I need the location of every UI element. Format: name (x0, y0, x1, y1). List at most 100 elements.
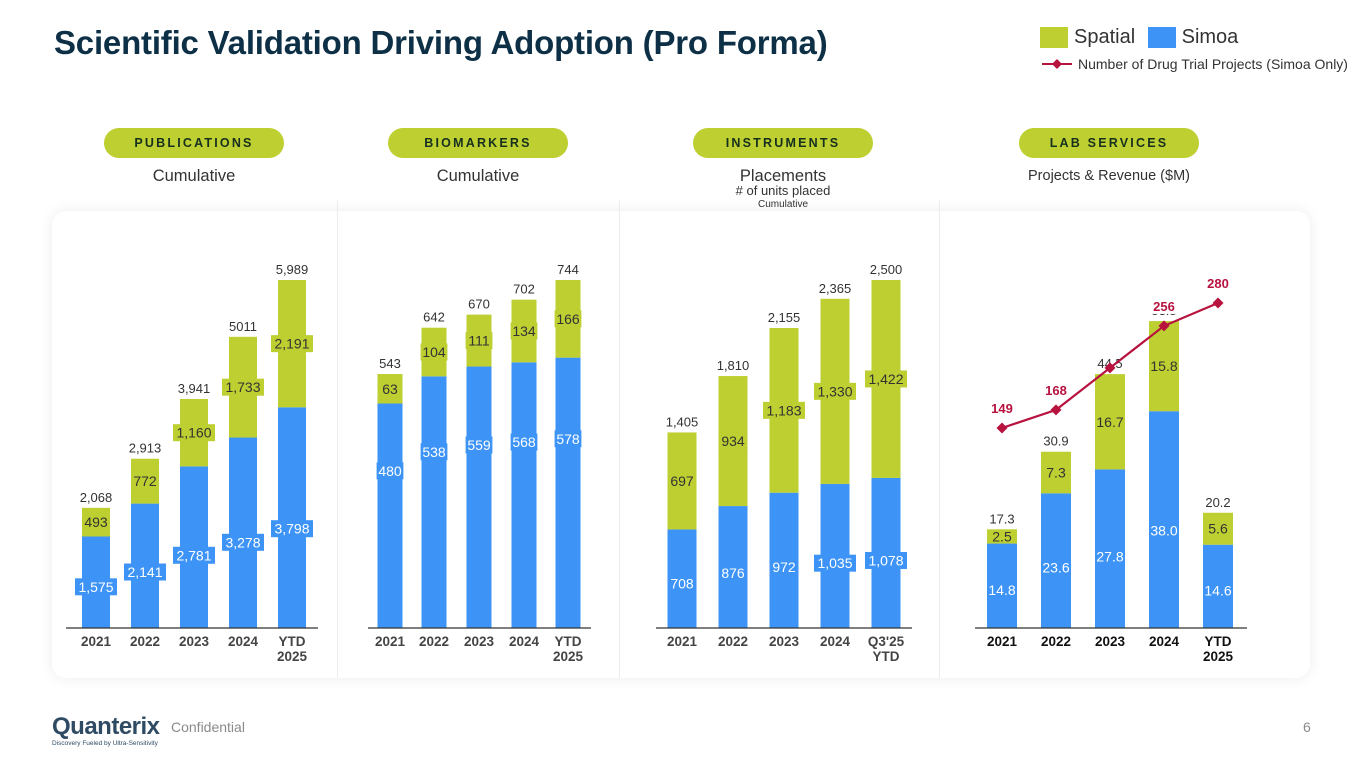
data-label-spatial-bg (82, 513, 110, 531)
data-label-spatial: 493 (84, 514, 108, 530)
total-label: 2,365 (819, 281, 852, 296)
trend-label: 256 (1153, 299, 1175, 314)
total-label: 744 (557, 262, 579, 277)
subtitle-lab-services: Projects & Revenue ($M) (1028, 168, 1190, 184)
trend-label: 168 (1045, 383, 1067, 398)
total-label: 2,500 (870, 262, 903, 277)
x-tick-label: 2024 (1149, 634, 1180, 649)
subtitle-publications: Cumulative (152, 167, 236, 185)
x-tick-label: 2021 (81, 634, 112, 649)
data-label-simoa-bg (668, 575, 696, 593)
data-label-simoa: 538 (422, 444, 446, 460)
data-label-spatial: 697 (670, 473, 694, 489)
data-label-simoa-bg (124, 563, 166, 581)
data-label-simoa-bg (770, 558, 798, 576)
x-tick-label: Q3'25 (868, 634, 905, 649)
panel-divider (619, 200, 620, 678)
data-label-spatial-bg (554, 310, 582, 328)
pill-instruments: INSTRUMENTS (693, 128, 873, 158)
data-label-simoa-bg (376, 462, 404, 480)
data-label-simoa: 3,278 (225, 534, 260, 550)
x-tick-label: 2023 (1095, 634, 1126, 649)
data-label-spatial-bg (380, 380, 400, 398)
total-label: 5011 (229, 319, 257, 334)
data-label-simoa: 972 (772, 559, 796, 575)
legend-label-spatial: Spatial (1074, 26, 1136, 48)
data-label-simoa-bg (865, 551, 907, 569)
bar-simoa (987, 543, 1017, 628)
data-label-spatial-bg (865, 370, 907, 388)
bar-spatial (1203, 512, 1233, 545)
data-label-simoa: 559 (467, 437, 491, 453)
x-tick-label: YTD (873, 649, 900, 664)
x-tick-label: YTD (1205, 634, 1232, 649)
x-tick-label: 2023 (179, 634, 210, 649)
data-label-spatial-bg (510, 322, 538, 340)
x-tick-label: 2023 (464, 634, 495, 649)
data-label-simoa: 1,078 (868, 552, 903, 568)
x-tick-label: 2022 (419, 634, 449, 649)
x-tick-label: 2025 (1203, 649, 1234, 664)
total-label: 1,405 (666, 414, 699, 429)
data-label-spatial: 166 (556, 311, 580, 327)
data-label-simoa: 14.6 (1204, 583, 1231, 599)
data-label-simoa: 2,781 (176, 547, 211, 563)
trend-marker (1104, 362, 1116, 374)
data-label-spatial-bg (271, 335, 313, 353)
data-label-simoa: 708 (670, 576, 694, 592)
bar-simoa (466, 366, 492, 628)
subtitle-instruments: Placements (739, 167, 827, 185)
x-tick-label: 2022 (718, 634, 748, 649)
company-tagline: Discovery Fueled by Ultra-Sensitivity (52, 740, 158, 747)
data-label-spatial: 1,183 (766, 402, 801, 418)
data-label-simoa-bg (814, 554, 856, 572)
trend-marker (1050, 404, 1062, 416)
data-label-spatial: 1,330 (817, 383, 852, 399)
legend-line-item: Number of Drug Trial Projects (Simoa Onl… (1042, 56, 1348, 72)
data-label-spatial: 1,733 (225, 379, 260, 395)
bar-simoa (1041, 493, 1071, 628)
data-label-spatial: 104 (422, 344, 446, 360)
panel-divider (337, 200, 338, 678)
data-label-spatial: 1,160 (176, 425, 211, 441)
total-label: 3,941 (178, 381, 211, 396)
total-label: 5,989 (276, 262, 309, 277)
total-label: 642 (423, 310, 445, 325)
x-tick-label: 2025 (277, 649, 308, 664)
total-label: 1,810 (717, 358, 750, 373)
data-label-spatial: 1,422 (868, 371, 903, 387)
total-label: 2,068 (80, 490, 113, 505)
data-label-spatial: 772 (133, 473, 157, 489)
data-label-simoa-bg (271, 520, 313, 538)
line-marker-icon (1042, 59, 1072, 69)
x-tick-label: 2021 (987, 634, 1018, 649)
data-label-simoa-bg (465, 436, 493, 454)
slide-title: Scientific Validation Driving Adoption (… (54, 24, 828, 61)
total-label: 17.3 (989, 511, 1014, 526)
bar-simoa (421, 376, 447, 628)
total-label: 2,155 (768, 310, 801, 325)
data-label-simoa: 876 (721, 565, 745, 581)
data-label-simoa: 1,575 (78, 579, 113, 595)
total-label: 543 (379, 356, 401, 371)
data-label-spatial: 16.7 (1096, 414, 1123, 430)
subtitle-instruments-cumulative: Cumulative (757, 199, 809, 210)
data-label-spatial-bg (814, 382, 856, 400)
bar-spatial (987, 529, 1017, 544)
x-tick-label: 2023 (769, 634, 800, 649)
data-label-simoa-bg (222, 533, 264, 551)
bar-simoa (278, 407, 306, 628)
x-tick-label: 2024 (228, 634, 259, 649)
company-logo: Quanterix (52, 713, 160, 740)
bar-simoa (1095, 469, 1125, 628)
data-label-spatial-bg (131, 472, 159, 490)
data-label-simoa: 578 (556, 431, 580, 447)
trend-label: 149 (991, 401, 1013, 416)
data-label-spatial-bg (719, 432, 747, 450)
data-label-spatial: 2,191 (274, 336, 309, 352)
bar-simoa (555, 357, 581, 628)
x-tick-label: YTD (555, 634, 582, 649)
x-tick-label: YTD (279, 634, 306, 649)
pill-lab-services: LAB SERVICES (1019, 128, 1199, 158)
